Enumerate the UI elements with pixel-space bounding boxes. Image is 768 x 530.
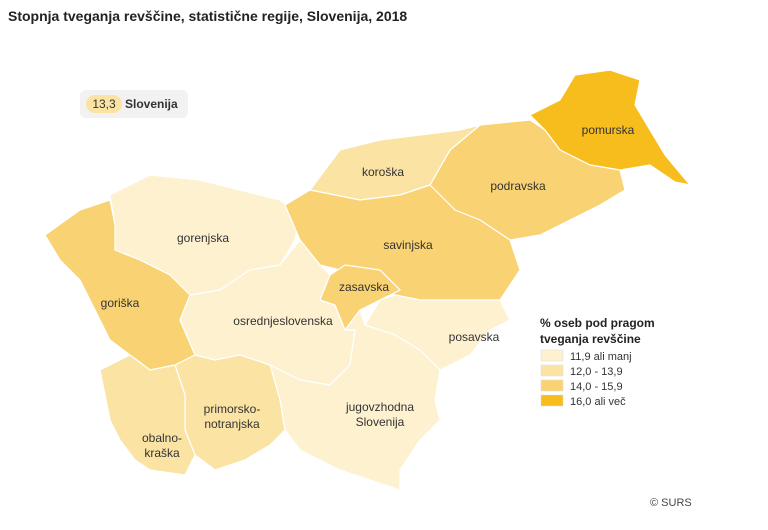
title: Stopnja tveganja revščine, statistične r… (8, 8, 407, 24)
legend-swatch (540, 394, 564, 407)
badge-value: 13,3 (92, 97, 116, 111)
region-label: koroška (362, 165, 404, 179)
region-label: primorsko- (204, 402, 261, 416)
region-label: jugovzhodna (345, 400, 414, 414)
badge-label: Slovenija (125, 97, 178, 111)
legend-label: 16,0 ali več (570, 396, 626, 408)
legend-swatch (540, 379, 564, 392)
region-label: goriška (101, 296, 140, 310)
region-label: notranjska (204, 417, 260, 431)
legend: % oseb pod pragom tveganja revščine 11,9 a… (540, 316, 655, 408)
region-label: zasavska (339, 280, 389, 294)
region-label: Slovenija (356, 415, 405, 429)
region-label: podravska (490, 179, 546, 193)
badge-pill (86, 95, 122, 113)
legend-title: % oseb pod pragom (540, 316, 655, 330)
legend-label: 11,9 ali manj (570, 351, 632, 363)
region-label: gorenjska (177, 231, 229, 245)
legend-swatch (540, 364, 564, 377)
region-label: pomurska (582, 123, 635, 137)
region (269, 309, 441, 491)
region (99, 354, 196, 476)
region-label: kraška (144, 446, 180, 460)
credit: © SURS (650, 497, 692, 509)
region-labels: pomurska podravska koroška gorenjska goriška… (101, 123, 635, 460)
region (319, 264, 401, 331)
region-label: osrednjeslovenska (233, 314, 333, 328)
region-label: obalno- (142, 431, 182, 445)
legend-title: tveganja revščine (540, 332, 641, 346)
legend-label: 14,0 - 15,9 (570, 381, 623, 393)
legend-label: 12,0 - 13,9 (570, 366, 623, 378)
region-label: posavska (449, 330, 500, 344)
regions (44, 69, 691, 491)
region-label: savinjska (383, 238, 433, 252)
legend-swatch (540, 349, 564, 362)
